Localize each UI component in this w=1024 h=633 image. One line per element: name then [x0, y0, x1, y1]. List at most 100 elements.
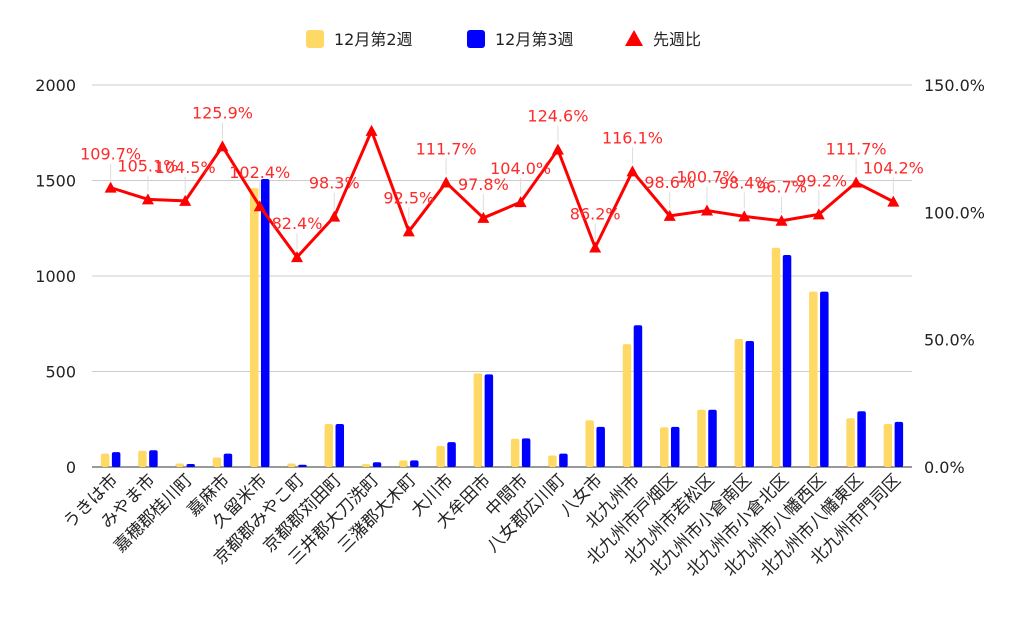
bar — [361, 464, 371, 467]
bar — [670, 426, 680, 467]
ratio-point — [104, 181, 117, 193]
data-label: 98.4% — [719, 173, 770, 192]
bar — [298, 464, 307, 467]
bar — [212, 457, 222, 467]
category-labels: うきは市みやま市嘉穂郡桂川町嘉麻市久留米市京都郡みやこ町京都郡苅田町三井郡大刀洗… — [60, 470, 905, 580]
bar — [436, 445, 445, 467]
data-label: 104.2% — [863, 159, 924, 178]
bar — [894, 421, 904, 467]
legend-swatch — [467, 30, 485, 48]
bar — [372, 462, 382, 467]
right-tick-label: 50.0% — [924, 331, 975, 350]
bar — [596, 426, 605, 467]
bar — [622, 344, 632, 467]
bar — [633, 325, 643, 467]
bar — [324, 424, 334, 467]
ratio-point — [701, 204, 713, 216]
bar — [771, 247, 781, 467]
ratio-point — [738, 210, 751, 222]
legend-label: 先週比 — [653, 30, 701, 49]
ratio-point — [514, 196, 527, 208]
bar — [548, 455, 557, 467]
bar — [697, 409, 706, 467]
ratio-point — [402, 225, 415, 237]
bar — [249, 188, 259, 467]
bars — [100, 178, 904, 468]
data-label: 100.7% — [676, 168, 737, 187]
ratio-point — [850, 176, 863, 188]
data-label: 105.1% — [117, 156, 178, 175]
bar — [559, 453, 568, 467]
ratio-line-path — [110, 129, 895, 259]
ratio-point — [551, 143, 564, 155]
ratio-line — [104, 124, 900, 263]
legend-swatch-triangle — [625, 30, 643, 46]
bar — [846, 418, 855, 467]
bar — [883, 424, 893, 467]
bar — [820, 291, 829, 467]
left-tick-label: 1500 — [35, 172, 76, 191]
data-label: 102.4% — [229, 163, 290, 182]
data-label: 82.4% — [272, 214, 323, 233]
bar — [100, 453, 110, 467]
ratio-point — [887, 195, 900, 207]
left-tick-label: 1000 — [35, 267, 76, 286]
data-label: 104.5% — [155, 158, 216, 177]
bar — [447, 442, 456, 467]
bar — [260, 178, 270, 468]
data-label: 104.0% — [490, 159, 551, 178]
data-label: 125.9% — [192, 103, 253, 122]
bar — [138, 450, 147, 467]
bar — [484, 374, 494, 467]
bar — [734, 339, 744, 467]
legend: 12月第2週 12月第3週 先週比 — [306, 30, 701, 49]
ratio-point — [440, 176, 453, 188]
ratio-point — [663, 209, 676, 221]
ratio-point — [328, 210, 341, 222]
bar — [510, 438, 520, 467]
data-label: 116.1% — [602, 128, 663, 147]
ratio-point — [216, 140, 229, 152]
left-tick-label: 0 — [66, 458, 76, 477]
ratio-point — [812, 208, 825, 220]
left-tick-label: 2000 — [35, 76, 76, 95]
bar — [708, 409, 717, 467]
ratio-point — [291, 251, 303, 263]
bar — [223, 453, 233, 467]
left-tick-label: 500 — [45, 363, 76, 382]
data-label: 124.6% — [527, 107, 588, 126]
bar — [186, 463, 195, 467]
legend-label: 12月第2週 — [334, 30, 413, 49]
bar — [399, 460, 408, 467]
bar — [175, 463, 184, 467]
bar — [745, 340, 755, 467]
data-label: 98.6% — [644, 173, 695, 192]
legend-swatch — [306, 30, 324, 48]
data-label: 98.3% — [309, 174, 360, 193]
ratio-point — [253, 200, 266, 212]
data-label: 111.7% — [826, 140, 887, 159]
bar — [473, 373, 483, 467]
bar — [782, 254, 792, 467]
data-label: -99.2% — [791, 171, 848, 190]
bar — [809, 291, 818, 467]
right-tick-label: 0.0% — [924, 458, 965, 477]
bar — [335, 424, 345, 467]
left-axis-ticks: 0 500 1000 1500 2000 — [35, 76, 76, 477]
ratio-point — [626, 165, 639, 177]
ratio-point — [141, 193, 154, 205]
data-label: 96.7% — [756, 178, 807, 197]
ratio-point — [589, 241, 602, 253]
data-labels: 109.7%105.1%104.5% 125.9% 102.4% 82.4% 98.3%… — [80, 103, 924, 250]
ratio-point — [477, 211, 490, 223]
bar — [111, 452, 121, 467]
ratio-point — [775, 214, 788, 226]
right-tick-label: 150.0% — [924, 76, 985, 95]
bar — [585, 420, 594, 467]
right-axis-ticks: 0.0% 50.0% 100.0% 150.0% — [924, 76, 985, 477]
bar — [659, 427, 669, 467]
data-label: 86.2% — [570, 204, 621, 223]
data-label: 92.5% — [383, 188, 434, 207]
ratio-point — [365, 124, 378, 136]
